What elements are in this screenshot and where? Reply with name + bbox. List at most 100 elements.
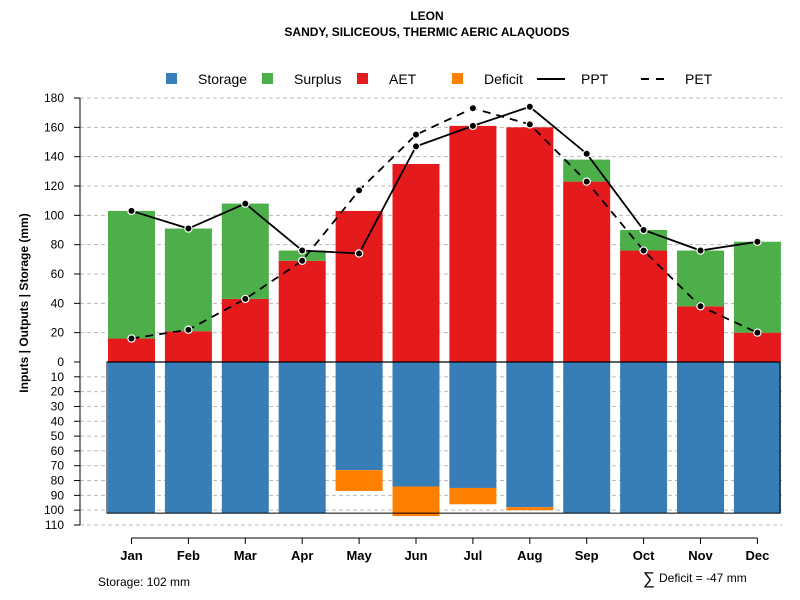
chart-subtitle: SANDY, SILICEOUS, THERMIC AERIC ALAQUODS	[284, 25, 569, 39]
x-tick-label: May	[346, 548, 372, 563]
bars	[106, 125, 781, 517]
y-tick-label: 60	[51, 444, 65, 458]
aet-bar	[392, 164, 440, 362]
legend-swatch-storage	[166, 73, 177, 84]
deficit-bar	[506, 507, 554, 511]
storage-bar	[392, 362, 440, 487]
pet-point	[298, 256, 307, 265]
y-tick-label: 100	[44, 208, 64, 222]
aet-bar	[733, 332, 781, 362]
ppt-point	[411, 142, 421, 151]
ppt-point	[525, 102, 535, 112]
x-tick-label: Jun	[404, 548, 427, 563]
pet-point	[241, 294, 250, 304]
y-tick-label: 80	[51, 474, 65, 488]
aet-bar	[506, 127, 554, 362]
storage-bar	[449, 362, 497, 488]
aet-bar	[278, 260, 326, 362]
y-tick-label: 10	[51, 370, 65, 384]
legend-label-deficit: Deficit	[484, 71, 523, 87]
surplus-bar	[108, 210, 155, 339]
aet-bar	[108, 338, 155, 362]
pet-point	[639, 246, 648, 255]
x-tick-label: Sep	[575, 548, 599, 563]
y-tick-label: 20	[51, 326, 65, 340]
ppt-point	[582, 149, 591, 158]
y-tick-label: 60	[51, 267, 65, 281]
y-tick-label: 40	[51, 414, 65, 428]
legend-swatch-surplus	[262, 73, 273, 84]
ppt-point	[298, 246, 307, 255]
ppt-point	[639, 225, 648, 235]
storage-bar	[620, 362, 668, 514]
aet-bar	[221, 298, 269, 362]
legend-label-aet: AET	[389, 71, 417, 87]
storage-bar	[506, 362, 554, 508]
x-tick-label: Apr	[291, 548, 313, 563]
aet-bar	[677, 306, 724, 362]
x-tick-label: Nov	[688, 548, 713, 563]
y-tick-label: 40	[51, 296, 65, 310]
x-tick-label: Oct	[633, 548, 655, 563]
y-tick-label: 120	[44, 179, 64, 193]
ppt-point	[696, 246, 705, 255]
surplus-bar	[677, 250, 724, 307]
legend-label-surplus: Surplus	[294, 71, 341, 87]
pet-point	[127, 334, 136, 343]
legend-label-storage: Storage	[198, 71, 247, 87]
ppt-point	[184, 224, 193, 233]
pet-point	[468, 104, 478, 113]
y-tick-label: 180	[44, 91, 64, 105]
ppt-point	[127, 206, 136, 216]
y-tick-label: 110	[45, 518, 64, 532]
lines	[127, 102, 762, 343]
pet-point	[696, 302, 705, 311]
y-tick-label: 90	[51, 488, 65, 502]
legend-swatch-aet	[357, 73, 368, 84]
legend-label-ppt: PPT	[581, 71, 609, 87]
storage-bar	[733, 362, 781, 514]
legend-swatch-deficit	[452, 73, 463, 84]
storage-bar	[563, 362, 611, 514]
storage-annotation: Storage: 102 mm	[98, 575, 190, 589]
surplus-bar	[278, 250, 326, 261]
pet-point	[411, 130, 421, 139]
y-tick-label: 70	[51, 459, 65, 473]
ppt-point	[753, 237, 762, 246]
chart-title: LEON	[410, 9, 443, 23]
y-tick-label: 30	[51, 399, 65, 413]
y-tick-label: 0	[57, 355, 64, 369]
surplus-bar	[563, 159, 611, 182]
y-tick-label: 160	[44, 120, 64, 134]
deficit-bar	[335, 470, 383, 491]
pet-line	[131, 107, 758, 340]
pet-point	[582, 177, 591, 186]
pet-point	[184, 325, 193, 334]
pet-point	[753, 328, 762, 337]
y-tick-label: 20	[51, 385, 65, 399]
aet-bar	[449, 125, 497, 362]
storage-bar	[278, 362, 326, 514]
legend-label-pet: PET	[685, 71, 713, 87]
ppt-point	[241, 199, 250, 208]
storage-bar	[221, 362, 269, 514]
pet-point	[525, 120, 535, 129]
ppt-point	[354, 249, 364, 258]
deficit-annotation: Deficit = -47 mm	[659, 571, 747, 585]
x-tick-label: Jan	[120, 548, 142, 563]
x-tick-label: Mar	[234, 548, 257, 563]
y-tick-label: 100	[44, 503, 64, 517]
deficit-bar	[392, 486, 440, 517]
sum-icon: ∑	[643, 569, 655, 588]
y-tick-label: 140	[44, 150, 64, 164]
deficit-bar	[449, 487, 497, 505]
axes: 0204060801001201401601801020304050607080…	[44, 91, 769, 563]
ppt-point	[468, 121, 478, 131]
surplus-bar	[164, 228, 212, 332]
storage-bar	[164, 362, 212, 514]
surplus-bar	[733, 241, 781, 333]
legend: Storage Surplus AET Deficit PPT PET	[166, 71, 713, 87]
pet-point	[354, 186, 364, 195]
y-axis-label: Inputs | Outputs | Storage (mm)	[17, 213, 31, 392]
